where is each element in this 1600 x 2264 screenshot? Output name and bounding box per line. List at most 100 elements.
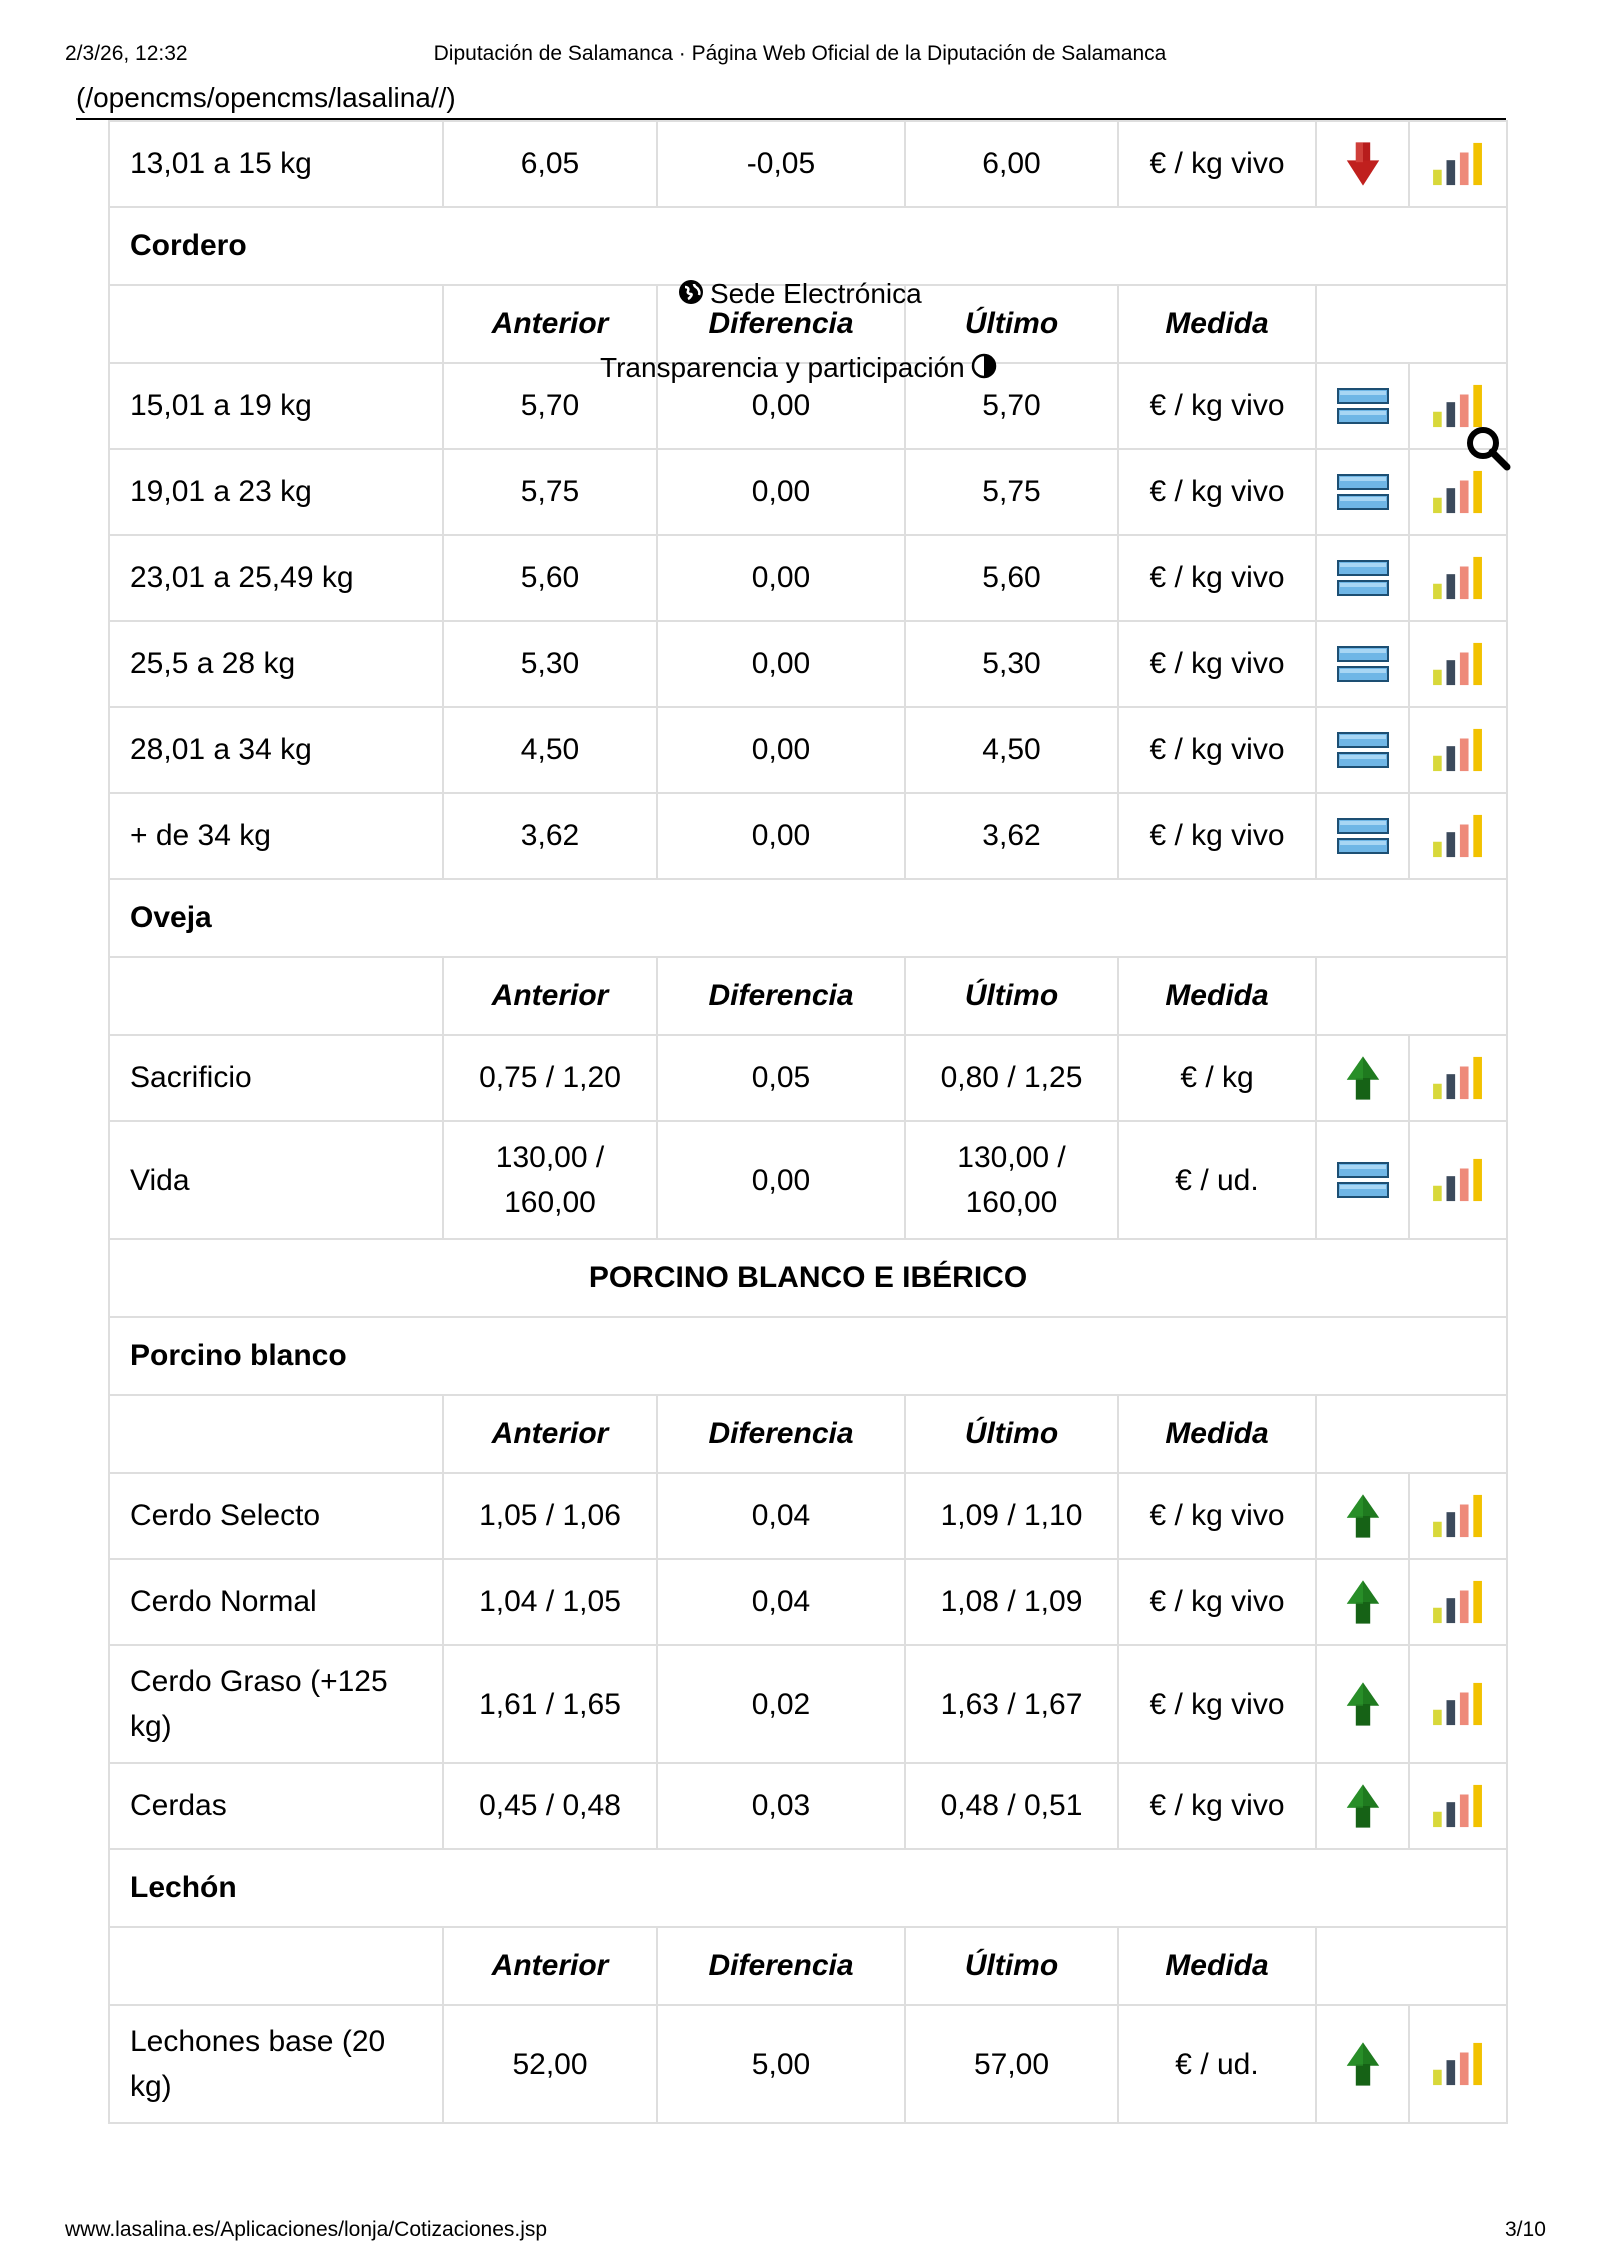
diferencia-value: -0,05 <box>656 120 906 208</box>
bar-chart-icon[interactable] <box>1408 1644 1508 1764</box>
diferencia-value: 0,00 <box>656 620 906 708</box>
col-header-anterior: Anterior <box>442 1394 658 1474</box>
bar-chart-icon[interactable] <box>1408 120 1508 208</box>
medida-value: € / kg vivo <box>1117 362 1317 450</box>
url-fragment-link[interactable]: (/opencms/opencms/lasalina//) <box>76 82 456 113</box>
col-header-ultimo: Último <box>904 1926 1119 2006</box>
trend-equal-icon <box>1315 1120 1410 1240</box>
bar-chart-icon[interactable] <box>1408 706 1508 794</box>
diferencia-value: 0,00 <box>656 1120 906 1240</box>
ultimo-value: 5,70 <box>904 362 1119 450</box>
column-header-row: Anterior Diferencia Último Medida <box>108 1394 1508 1474</box>
bar-chart-icon[interactable] <box>1408 792 1508 880</box>
header-empty-cell <box>1315 1394 1508 1474</box>
trend-equal-icon <box>1315 620 1410 708</box>
diferencia-value: 0,00 <box>656 448 906 536</box>
col-header-diferencia: Diferencia <box>656 956 906 1036</box>
bar-chart-icon[interactable] <box>1408 1034 1508 1122</box>
bar-chart-icon[interactable] <box>1408 534 1508 622</box>
row-name: 28,01 a 34 kg <box>108 706 444 794</box>
trend-up-icon <box>1315 1644 1410 1764</box>
table-row: 25,5 a 28 kg 5,30 0,00 5,30 € / kg vivo <box>108 620 1508 708</box>
col-header-medida: Medida <box>1117 284 1317 364</box>
row-name: Cerdo Normal <box>108 1558 444 1646</box>
ultimo-value: 1,09 / 1,10 <box>904 1472 1119 1560</box>
medida-value: € / kg vivo <box>1117 1472 1317 1560</box>
bar-chart-icon[interactable] <box>1408 1472 1508 1560</box>
anterior-value: 3,62 <box>442 792 658 880</box>
section-row: PORCINO BLANCO E IBÉRICO <box>108 1238 1508 1318</box>
bar-chart-icon[interactable] <box>1408 620 1508 708</box>
cotizaciones-table: 13,01 a 15 kg 6,05 -0,05 6,00 € / kg viv… <box>108 120 1508 2124</box>
bar-chart-icon[interactable] <box>1408 2004 1508 2124</box>
row-name: 13,01 a 15 kg <box>108 120 444 208</box>
diferencia-value: 0,00 <box>656 534 906 622</box>
ultimo-value: 0,80 / 1,25 <box>904 1034 1119 1122</box>
col-header-anterior: Anterior <box>442 1926 658 2006</box>
column-header-row: Anterior Diferencia Último Medida <box>108 1926 1508 2006</box>
anterior-value: 5,30 <box>442 620 658 708</box>
row-name: + de 34 kg <box>108 792 444 880</box>
subsection-title: Oveja <box>108 878 1508 958</box>
medida-value: € / kg vivo <box>1117 1644 1317 1764</box>
col-header-medida: Medida <box>1117 1394 1317 1474</box>
row-name: Sacrificio <box>108 1034 444 1122</box>
header-empty-cell <box>1315 956 1508 1036</box>
row-name: Lechones base (20 kg) <box>108 2004 444 2124</box>
header-empty-cell <box>108 956 444 1036</box>
ultimo-value: 0,48 / 0,51 <box>904 1762 1119 1850</box>
ultimo-value: 6,00 <box>904 120 1119 208</box>
bar-chart-icon[interactable] <box>1408 1558 1508 1646</box>
row-name: Cerdo Graso (+125 kg) <box>108 1644 444 1764</box>
header-empty-cell <box>1315 284 1508 364</box>
diferencia-value: 0,00 <box>656 706 906 794</box>
col-header-ultimo: Último <box>904 284 1119 364</box>
bar-chart-icon[interactable] <box>1408 1762 1508 1850</box>
medida-value: € / kg vivo <box>1117 1762 1317 1850</box>
col-header-diferencia: Diferencia <box>656 284 906 364</box>
medida-value: € / ud. <box>1117 1120 1317 1240</box>
anterior-value: 4,50 <box>442 706 658 794</box>
subsection-row: Porcino blanco <box>108 1316 1508 1396</box>
trend-down-icon <box>1315 120 1410 208</box>
diferencia-value: 0,00 <box>656 362 906 450</box>
ultimo-value: 3,62 <box>904 792 1119 880</box>
diferencia-value: 0,05 <box>656 1034 906 1122</box>
contrast-icon[interactable] <box>971 353 997 386</box>
table-row: 15,01 a 19 kg 5,70 0,00 5,70 € / kg vivo <box>108 362 1508 450</box>
anterior-value: 1,05 / 1,06 <box>442 1472 658 1560</box>
table-row: Sacrificio 0,75 / 1,20 0,05 0,80 / 1,25 … <box>108 1034 1508 1122</box>
bar-chart-icon[interactable] <box>1408 448 1508 536</box>
col-header-ultimo: Último <box>904 1394 1119 1474</box>
anterior-value: 130,00 / 160,00 <box>442 1120 658 1240</box>
column-header-row: Anterior Diferencia Último Medida <box>108 956 1508 1036</box>
col-header-medida: Medida <box>1117 1926 1317 2006</box>
subsection-title: Porcino blanco <box>108 1316 1508 1396</box>
ultimo-value: 130,00 / 160,00 <box>904 1120 1119 1240</box>
trend-up-icon <box>1315 1558 1410 1646</box>
anterior-value: 6,05 <box>442 120 658 208</box>
globe-icon <box>678 279 704 312</box>
transparencia-link[interactable]: Transparencia y participación <box>600 352 1003 386</box>
header-empty-cell <box>108 1394 444 1474</box>
table-row: + de 34 kg 3,62 0,00 3,62 € / kg vivo <box>108 792 1508 880</box>
sede-electronica-link[interactable]: Sede Electrónica <box>672 278 922 312</box>
ultimo-value: 1,08 / 1,09 <box>904 1558 1119 1646</box>
trend-equal-icon <box>1315 792 1410 880</box>
trend-up-icon <box>1315 2004 1410 2124</box>
row-name: 25,5 a 28 kg <box>108 620 444 708</box>
table-row: Cerdo Graso (+125 kg) 1,61 / 1,65 0,02 1… <box>108 1644 1508 1764</box>
header-divider <box>76 118 1506 120</box>
subsection-row: Cordero <box>108 206 1508 286</box>
table-row: Cerdo Selecto 1,05 / 1,06 0,04 1,09 / 1,… <box>108 1472 1508 1560</box>
header-empty-cell <box>108 284 444 364</box>
ultimo-value: 5,30 <box>904 620 1119 708</box>
search-icon[interactable] <box>1464 424 1512 472</box>
column-header-row: Anterior Diferencia Último Medida <box>108 284 1508 364</box>
medida-value: € / ud. <box>1117 2004 1317 2124</box>
trend-equal-icon <box>1315 534 1410 622</box>
medida-value: € / kg vivo <box>1117 1558 1317 1646</box>
col-header-anterior: Anterior <box>442 284 658 364</box>
bar-chart-icon[interactable] <box>1408 1120 1508 1240</box>
section-title: PORCINO BLANCO E IBÉRICO <box>108 1238 1508 1318</box>
